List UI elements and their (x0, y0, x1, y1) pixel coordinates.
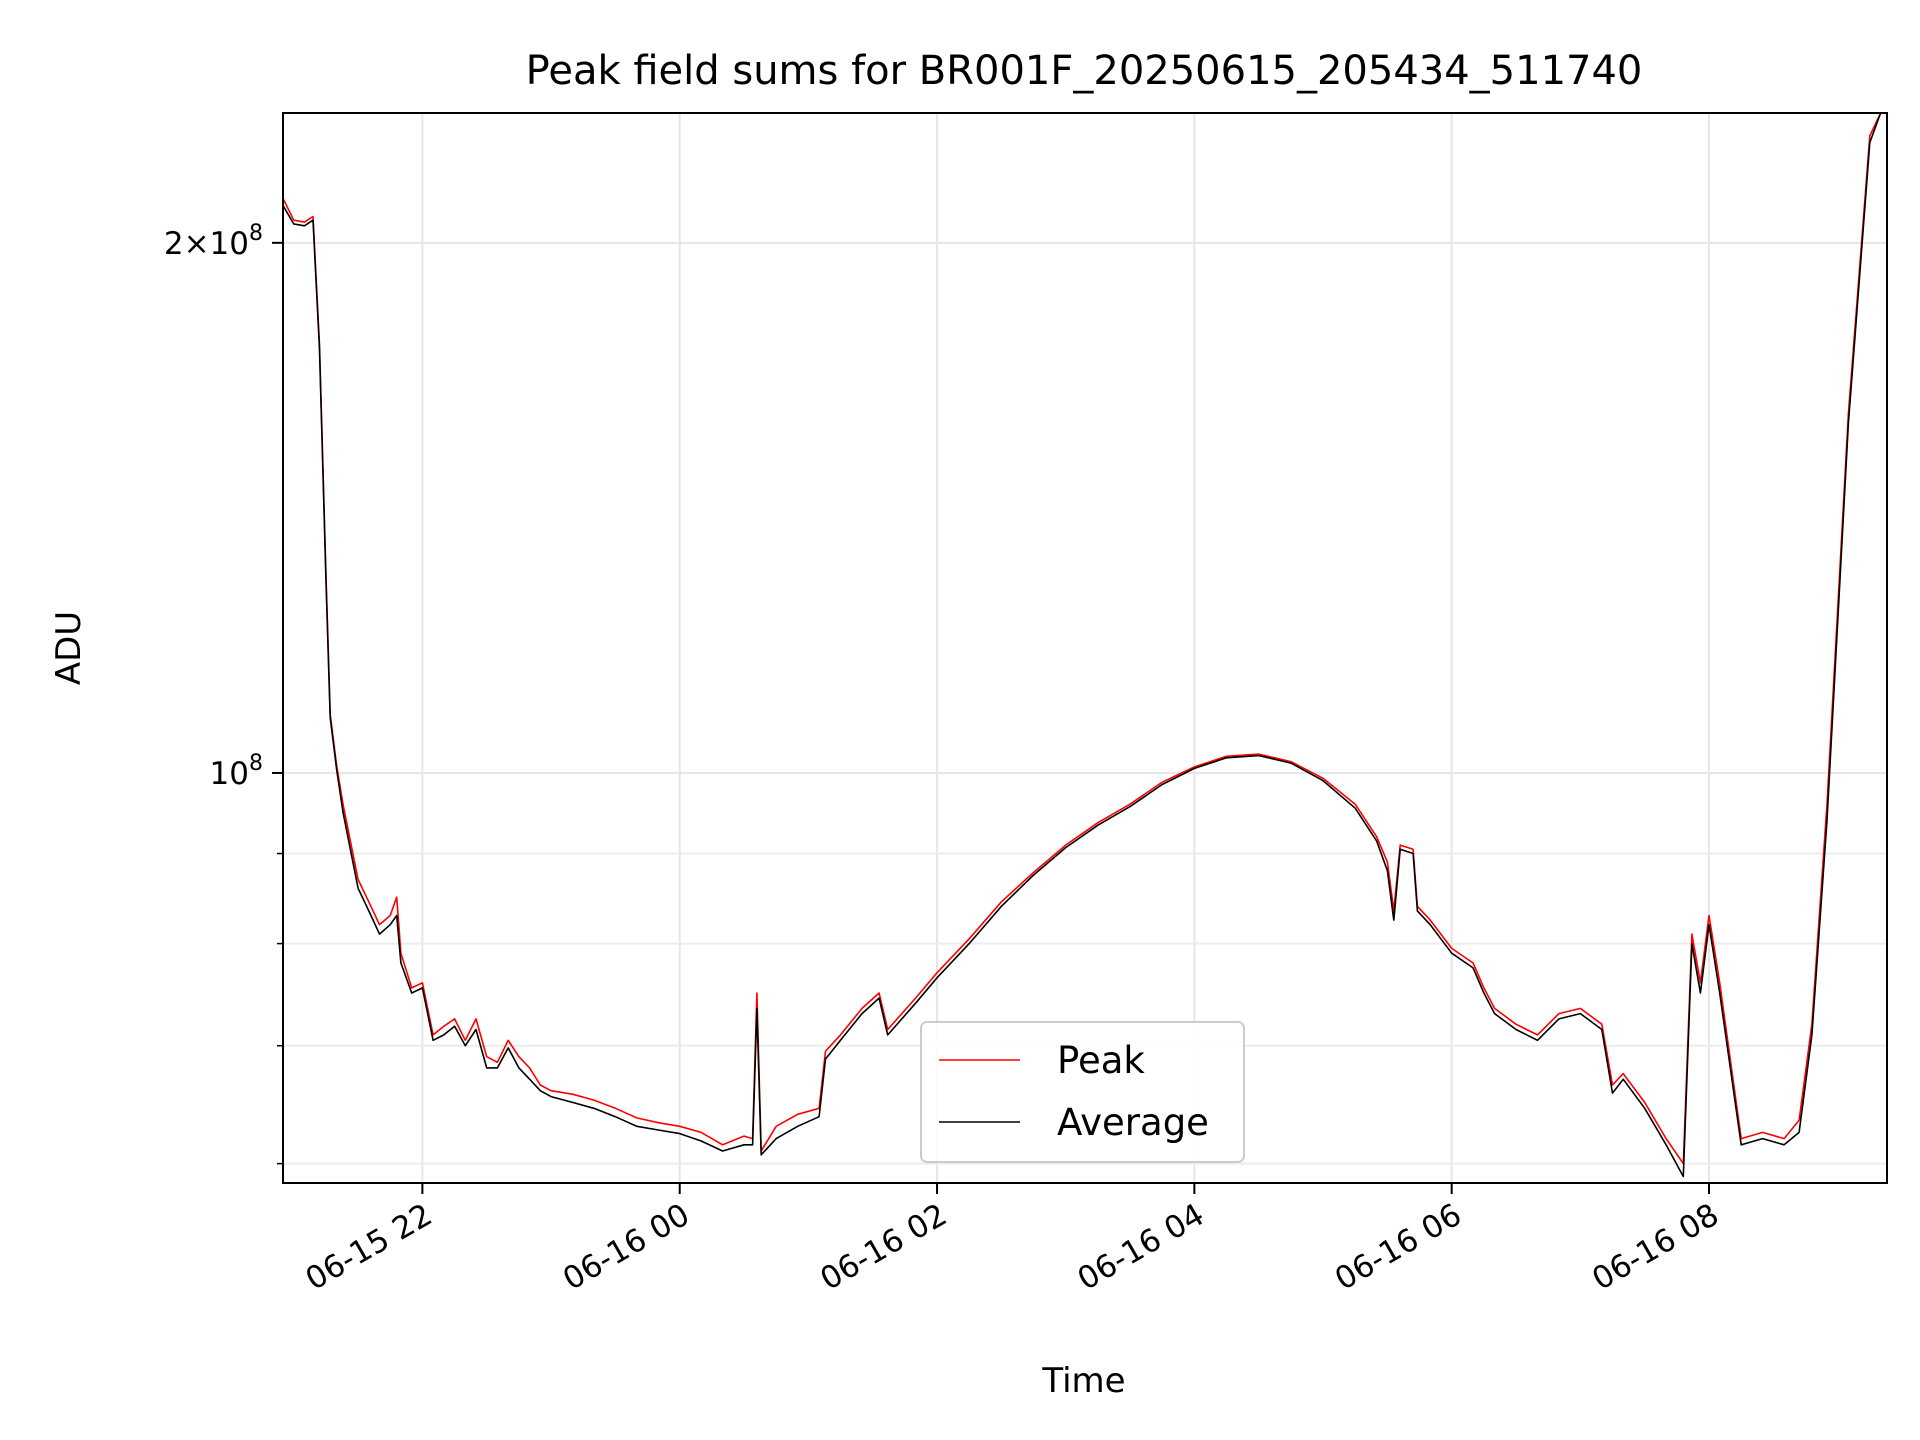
y-tick-label: 2×108 (164, 221, 263, 262)
legend: Peak Average (920, 1021, 1245, 1163)
chart-title: Peak field sums for BR001F_20250615_2054… (526, 48, 1643, 94)
legend-label-peak: Peak (1057, 1039, 1145, 1082)
grid (283, 113, 1887, 1183)
legend-label-average: Average (1057, 1101, 1209, 1144)
x-axis-label: Time (1041, 1361, 1125, 1401)
y-axis: 108 2×108 (164, 221, 283, 1165)
y-axis-label: ADU (49, 611, 89, 685)
series-line-average (283, 113, 1882, 1178)
y-tick-label: 108 (210, 751, 263, 792)
plot-frame (282, 112, 1888, 1184)
legend-box (920, 1021, 1245, 1163)
plot-series (283, 113, 1882, 1178)
series-line-peak (283, 113, 1882, 1165)
